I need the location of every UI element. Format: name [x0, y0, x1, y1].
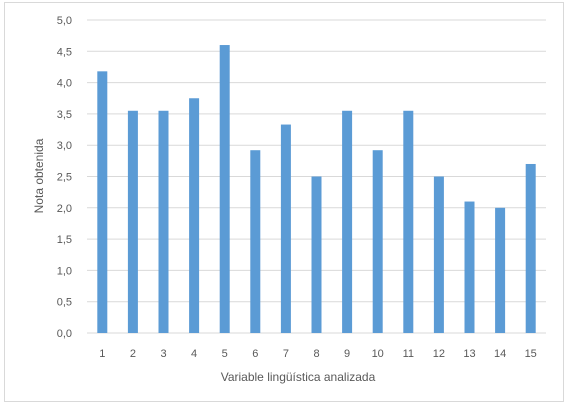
x-tick-label: 1	[99, 348, 105, 360]
x-tick-label: 6	[252, 348, 258, 360]
bar-10	[372, 150, 383, 333]
y-tick-label: 1,5	[57, 234, 72, 246]
x-tick-label: 4	[191, 348, 197, 360]
y-tick-label: 1,0	[57, 265, 72, 277]
y-tick-label: 4,0	[57, 78, 72, 90]
bar-3	[158, 110, 169, 334]
bar-14	[495, 207, 506, 333]
x-tick-label: 2	[130, 348, 136, 360]
y-tick-label: 3,5	[57, 109, 72, 121]
bar-1	[97, 71, 108, 333]
x-tick-label: 12	[433, 348, 445, 360]
x-tick-label: 10	[372, 348, 384, 360]
y-tick-label: 0,5	[57, 297, 72, 309]
x-tick-label: 9	[344, 348, 350, 360]
x-tick-label: 15	[525, 348, 537, 360]
bar-5	[219, 45, 230, 333]
x-axis-label: Variable lingüística analizada	[221, 370, 376, 384]
y-tick-label: 5,0	[57, 15, 72, 27]
bar-2	[127, 110, 138, 334]
x-tick-label: 8	[313, 348, 319, 360]
bar-12	[433, 176, 444, 333]
y-tick-labels: 0,0 0,5 1,0 1,5 2,0 2,5 3,0 3,5 4,0 4,5 5,0	[57, 15, 72, 340]
bar-11	[403, 110, 414, 334]
x-tick-label: 14	[494, 348, 506, 360]
y-tick-label: 3,0	[57, 140, 72, 152]
x-tick-label: 11	[403, 348, 414, 360]
x-tick-label: 3	[160, 348, 166, 360]
x-tick-labels: 1 2 3 4 5 6 7 8 9 10 11 12 13 14 15	[99, 348, 537, 360]
bar-6	[250, 150, 261, 333]
bar-15	[525, 163, 536, 333]
y-tick-label: 2,5	[57, 172, 72, 184]
bar-7	[280, 124, 291, 334]
y-tick-label: 4,5	[57, 46, 72, 58]
x-tick-label: 7	[283, 348, 289, 360]
bar-13	[464, 201, 475, 333]
y-tick-label: 2,0	[57, 203, 72, 215]
bars	[97, 45, 536, 334]
x-tick-label: 5	[222, 348, 228, 360]
y-axis-label: Nota obtenida	[32, 138, 46, 213]
x-tick-label: 13	[463, 348, 475, 360]
bar-8	[311, 176, 322, 333]
bar-4	[189, 98, 200, 333]
y-tick-label: 0,0	[57, 328, 72, 340]
bar-9	[342, 110, 353, 334]
